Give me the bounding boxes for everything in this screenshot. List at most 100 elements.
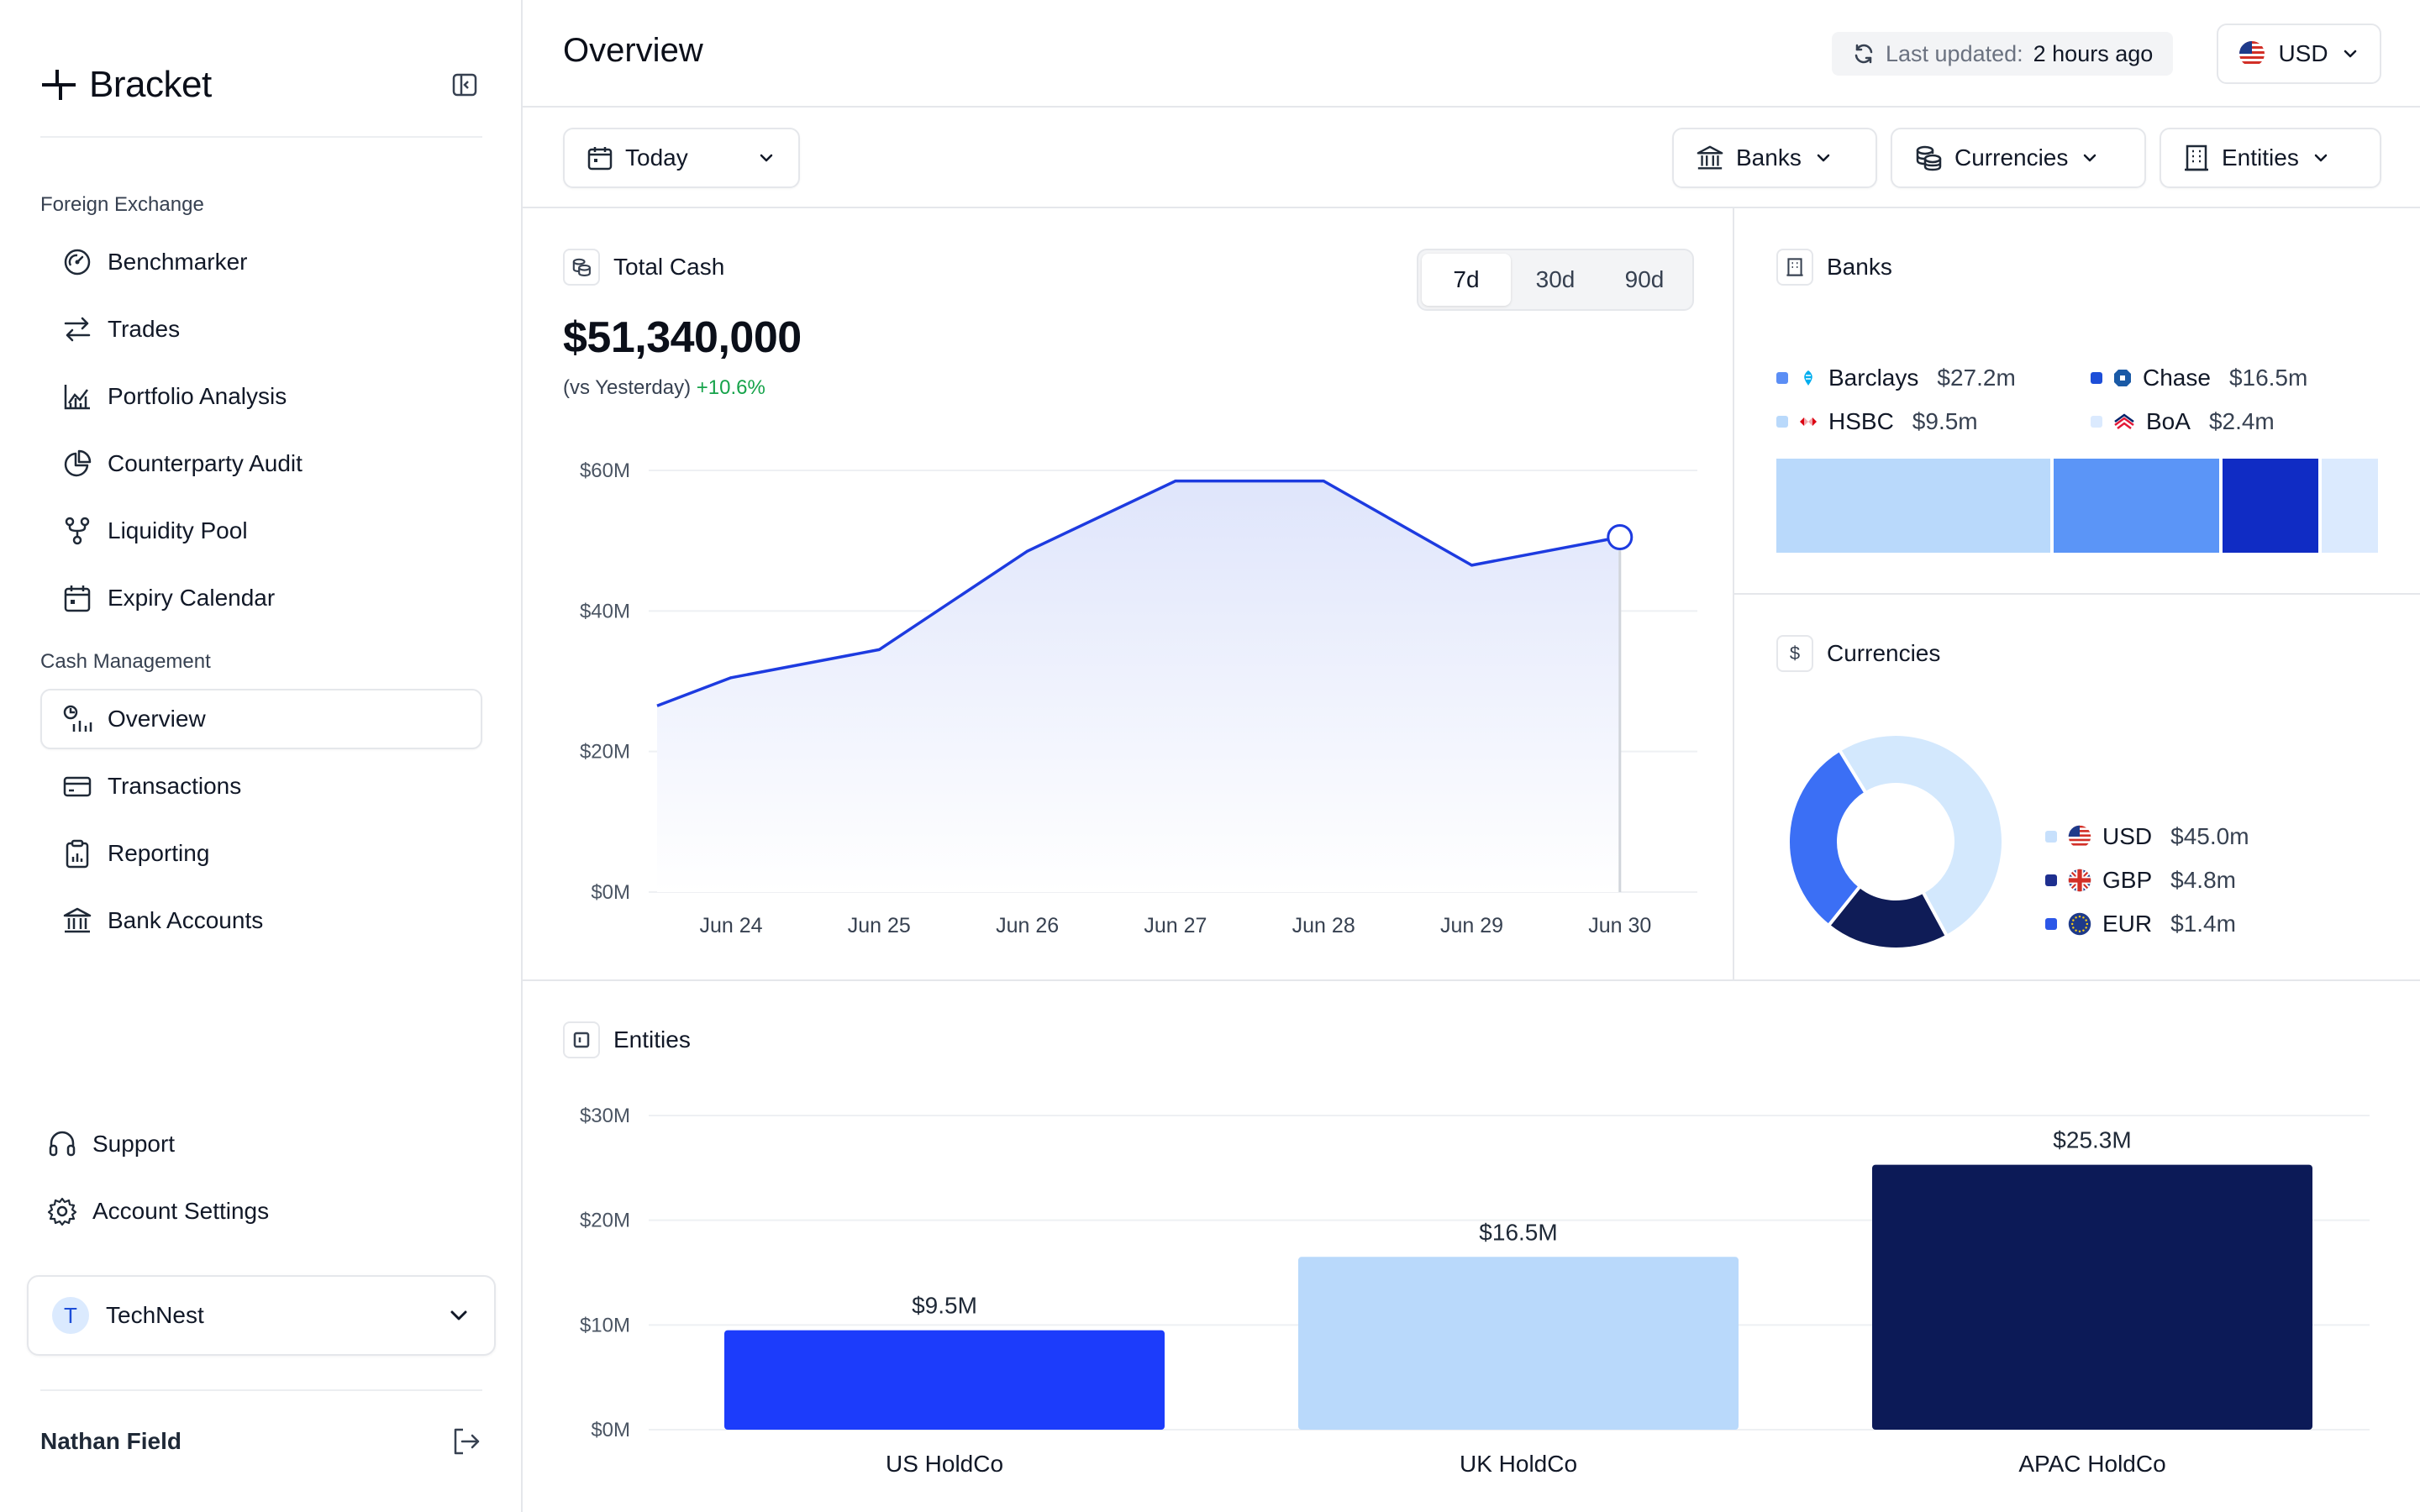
banks-title: Banks [1776, 249, 1892, 286]
date-filter-select[interactable]: Today [563, 128, 800, 188]
bank-icon [1697, 145, 1723, 170]
eu-flag-icon [2068, 912, 2091, 936]
sidebar-item-overview[interactable]: Overview [40, 689, 482, 749]
legend-swatch [1776, 372, 1788, 384]
x-category-label: US HoldCo [886, 1451, 1003, 1477]
currency-value: $1.4m [2170, 911, 2236, 937]
logout-button[interactable] [450, 1425, 482, 1457]
currency-select[interactable]: USD [2217, 24, 2381, 84]
sidebar-item-label: Expiry Calendar [108, 585, 276, 611]
sidebar-item-label: Benchmarker [108, 249, 248, 275]
sidebar-item-liquidity-pool[interactable]: Liquidity Pool [40, 501, 482, 561]
sidebar-item-label: Bank Accounts [108, 907, 264, 933]
banks-filter-select[interactable]: Banks [1672, 128, 1877, 188]
building-icon [1776, 249, 1813, 286]
chevron-down-icon [1817, 154, 1830, 162]
entities-panel: Entities $0M $10M $20M $30M $9.5M US HoldCo $1… [523, 981, 2420, 1512]
x-category-label: APAC HoldCo [2018, 1451, 2165, 1477]
bank-name: HSBC [1828, 408, 1894, 434]
organization-select[interactable]: T TechNest [27, 1275, 496, 1356]
page-header: Overview Last updated: 2 hours ago USD [523, 0, 2420, 108]
currency-code: USD [2102, 823, 2153, 849]
entity-icon [563, 1021, 600, 1058]
sidebar-item-label: Portfolio Analysis [108, 383, 287, 409]
sidebar-item-label: Liquidity Pool [108, 517, 248, 543]
credit-card-icon [62, 771, 92, 801]
bank-bar-segment[interactable] [1776, 459, 2050, 553]
x-tick-label: Jun 29 [1440, 914, 1503, 937]
sidebar-item-label: Trades [108, 316, 181, 342]
donut-slice-eur[interactable] [1786, 748, 1869, 928]
range-option-30d[interactable]: 30d [1535, 266, 1576, 292]
y-tick-label: $20M [580, 1210, 630, 1232]
total-cash-value: $51,340,000 [563, 313, 802, 362]
total-cash-area-chart: $0M $20M $40M $60M Jun 24 Jun 25 Jun 26 Jun 27 J… [580, 459, 1697, 937]
highlighted-point[interactable] [1607, 523, 1634, 550]
pie-chart-icon [62, 449, 92, 479]
section-label-foreign-exchange: Foreign Exchange [40, 193, 204, 216]
last-updated-badge: Last updated: 2 hours ago [1832, 32, 2174, 76]
bank-legend-boa: BoA $2.4m [2091, 408, 2275, 435]
collapse-sidebar-button[interactable] [449, 69, 481, 101]
compare-value: +10.6% [696, 376, 765, 399]
logout-icon [454, 1428, 480, 1455]
currencies-filter-select[interactable]: Currencies [1891, 128, 2146, 188]
x-tick-label: Jun 24 [699, 914, 762, 937]
range-segmented-control: 7d 30d 90d [1417, 249, 1694, 311]
chase-logo-icon [2114, 370, 2131, 386]
y-tick-label: $10M [580, 1314, 630, 1336]
bracket-logo-icon [42, 70, 76, 100]
brand-logo[interactable]: Bracket [40, 62, 212, 108]
support-label: Support [92, 1131, 176, 1157]
calendar-icon [62, 583, 92, 613]
sidebar-item-reporting[interactable]: Reporting [40, 823, 482, 884]
support-link[interactable]: Support [40, 1119, 175, 1169]
bar-uk-holdco[interactable] [1298, 1257, 1739, 1430]
x-tick-label: Jun 28 [1292, 914, 1355, 937]
currencies-donut-chart [1786, 732, 2005, 951]
sidebar-item-trades[interactable]: Trades [40, 299, 482, 360]
headset-icon [47, 1129, 77, 1159]
org-avatar: T [52, 1297, 89, 1334]
account-settings-link[interactable]: Account Settings [40, 1186, 269, 1236]
entities-title: Entities [563, 1021, 691, 1058]
entities-filter-label: Entities [2222, 144, 2299, 171]
gauge-icon [62, 247, 92, 277]
bar-us-holdco[interactable] [724, 1330, 1165, 1430]
user-row: Nathan Field [40, 1411, 482, 1472]
banks-filter-label: Banks [1736, 144, 1802, 171]
currency-legend-gbp: GBP $4.8m [2045, 867, 2236, 894]
sidebar-divider [40, 1389, 482, 1391]
y-tick-label: $20M [580, 741, 630, 764]
currency-code: GBP [2102, 867, 2153, 893]
sidebar-item-transactions[interactable]: Transactions [40, 756, 482, 816]
currency-value: $45.0m [2170, 823, 2249, 849]
chart-bars-icon [62, 704, 92, 734]
range-option-7d[interactable]: 7d [1422, 254, 1511, 306]
sidebar-item-expiry-calendar[interactable]: Expiry Calendar [40, 568, 482, 628]
bar-apac-holdco[interactable] [1872, 1164, 2312, 1430]
bar-value-label: $9.5M [912, 1293, 977, 1319]
barclays-logo-icon [1804, 370, 1812, 386]
compare-label: (vs Yesterday) [563, 376, 692, 399]
sidebar-item-benchmarker[interactable]: Benchmarker [40, 232, 482, 292]
sidebar-item-portfolio-analysis[interactable]: Portfolio Analysis [40, 366, 482, 427]
bank-icon [62, 906, 92, 936]
y-tick-label: $40M [580, 600, 630, 622]
sidebar-item-bank-accounts[interactable]: Bank Accounts [40, 890, 482, 951]
gear-icon [47, 1196, 77, 1226]
sidebar-item-counterparty-audit[interactable]: Counterparty Audit [40, 433, 482, 494]
chevron-down-icon [450, 1310, 467, 1320]
uk-flag-icon [2068, 869, 2091, 892]
currency-code: EUR [2102, 911, 2153, 937]
sidebar-item-label: Overview [108, 706, 206, 732]
donut-slice-usd[interactable] [1837, 732, 2005, 939]
bank-bar-segment[interactable] [2223, 459, 2318, 553]
range-option-90d[interactable]: 90d [1624, 266, 1665, 292]
bank-bar-segment[interactable] [2053, 459, 2220, 553]
bank-bar-segment[interactable] [2321, 459, 2378, 553]
total-cash-comparison: (vs Yesterday) +10.6% [563, 376, 765, 400]
account-settings-label: Account Settings [92, 1198, 270, 1224]
coins-icon [1916, 145, 1942, 171]
entities-filter-select[interactable]: Entities [2160, 128, 2381, 188]
